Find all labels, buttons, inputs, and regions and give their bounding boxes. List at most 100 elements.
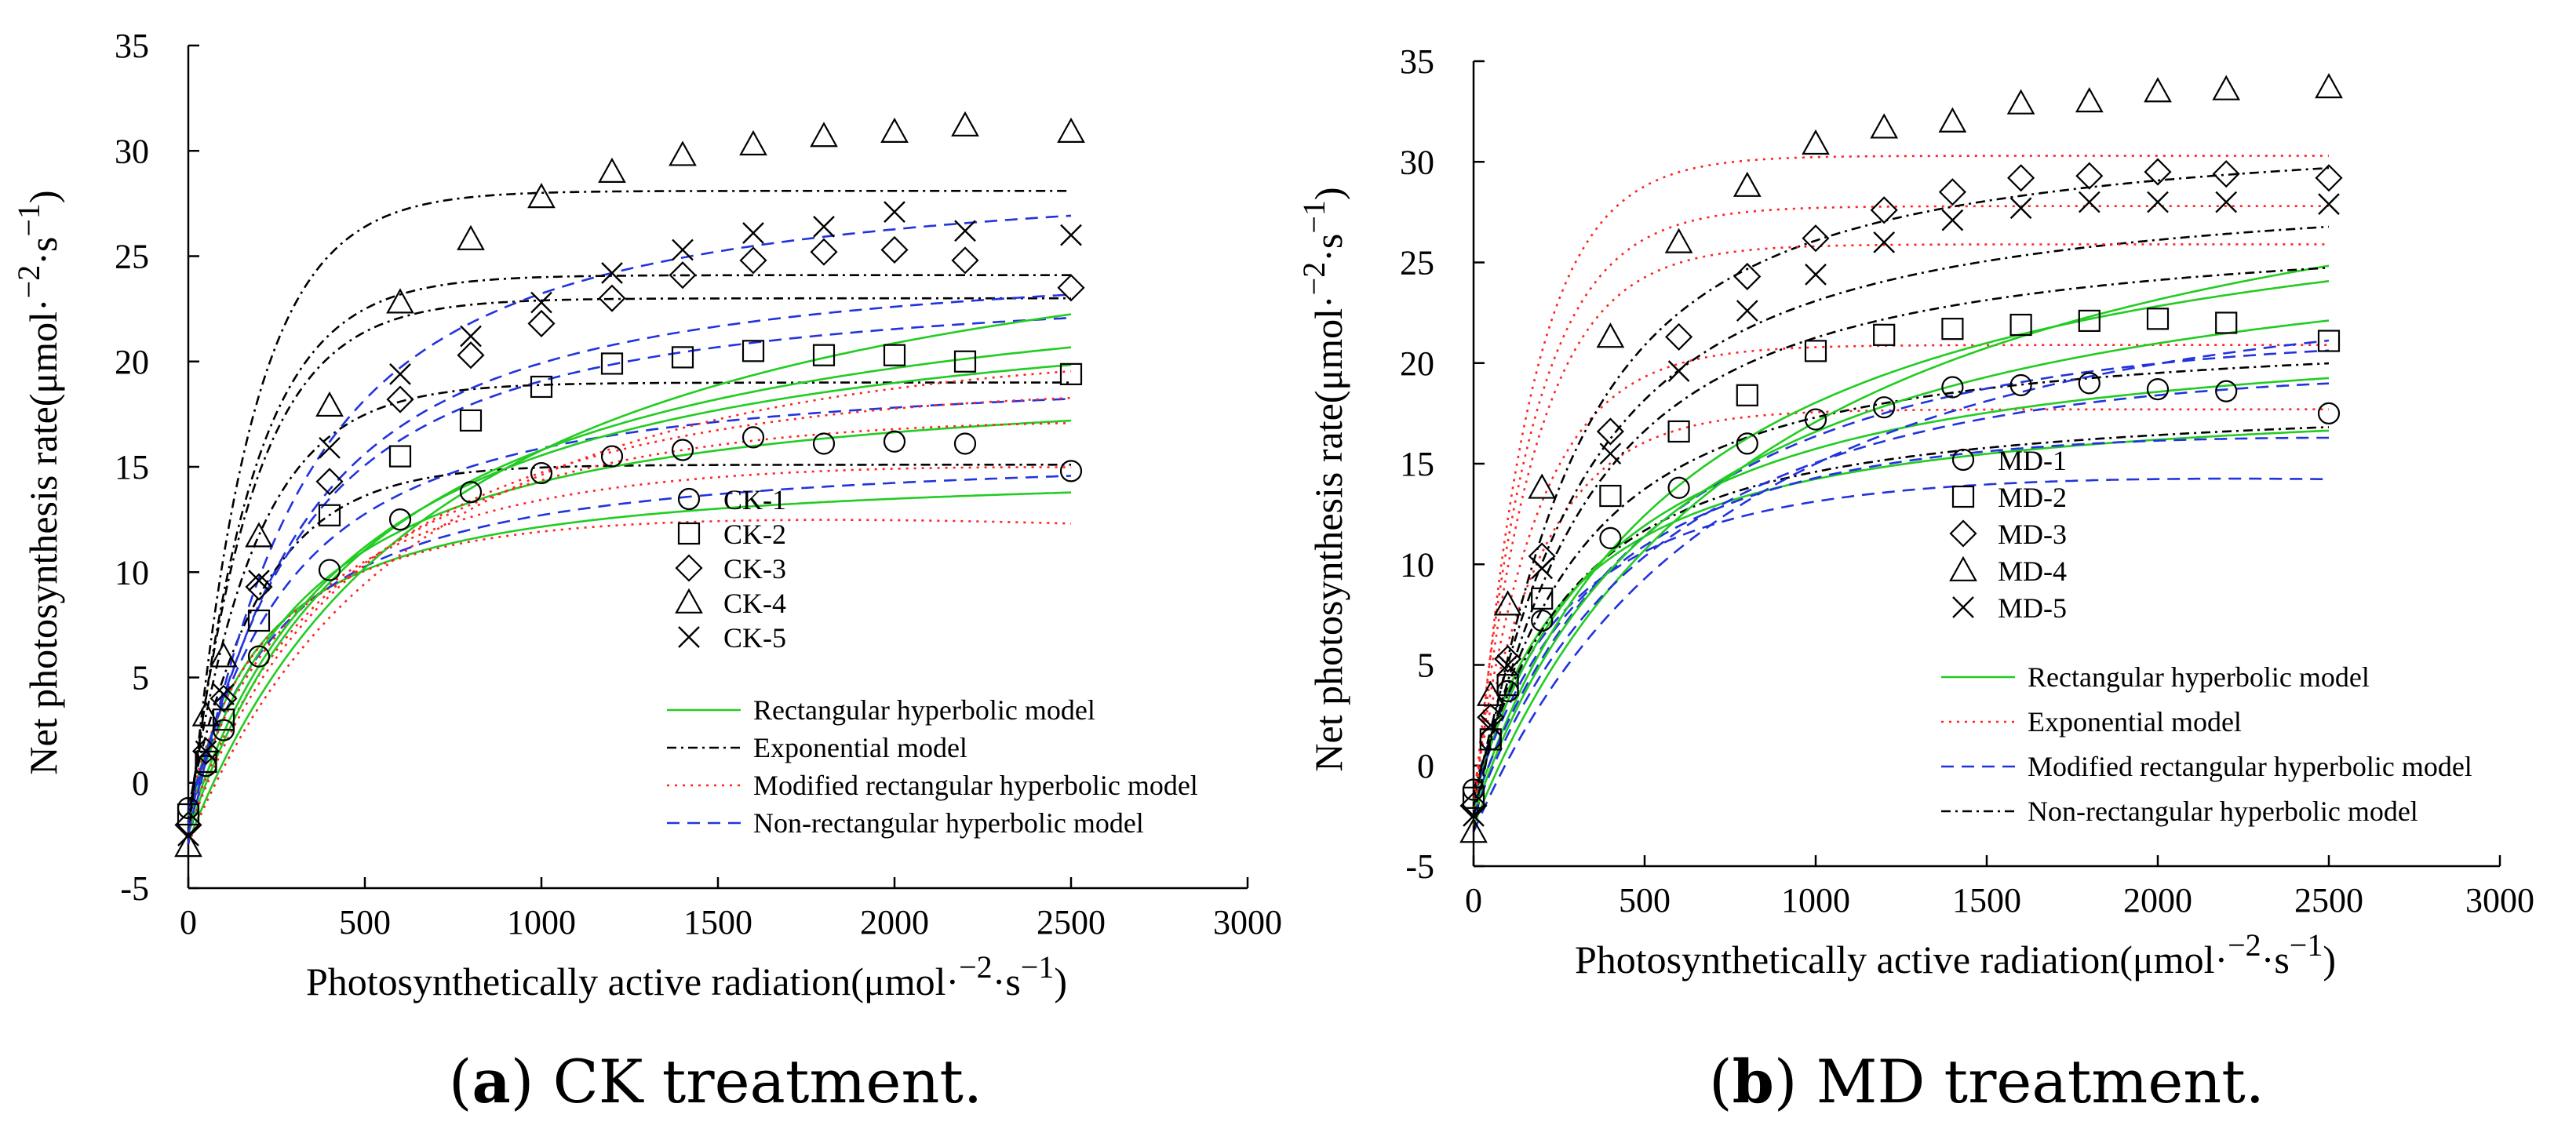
y-axis-title-main: Net photosynthesis rate(μmol· — [1306, 295, 1350, 771]
data-point-ck-4 — [245, 522, 273, 548]
x-tick-label: 1000 — [507, 903, 576, 941]
data-point-md-3 — [2315, 164, 2343, 192]
model-curve-mod-ck-3 — [187, 421, 1072, 825]
x-axis-title-end: ) — [2323, 938, 2336, 982]
caption-open-paren: ( — [449, 1047, 472, 1116]
y-axis-title-exp2: −1 — [1296, 200, 1332, 234]
data-point-md-1 — [2317, 402, 2341, 424]
data-point-ck-5 — [319, 436, 341, 459]
model-curve-mod-ck-2 — [187, 466, 1071, 815]
caption-close-paren: ) — [511, 1047, 553, 1116]
x-tick-label: 3000 — [1213, 903, 1282, 941]
data-point-ck-2 — [247, 609, 271, 632]
caption-label: b — [1733, 1047, 1774, 1116]
legend-marker-md-1 — [1951, 448, 1975, 472]
model-curve-nonrect-ck-4 — [187, 214, 1072, 844]
x-tick-label: 0 — [180, 903, 197, 941]
x-tick-label: 2500 — [1037, 903, 1106, 941]
legend-label-ck-2: CK-2 — [723, 519, 786, 550]
y-tick-label: 15 — [115, 448, 149, 486]
y-tick-label: 0 — [132, 764, 149, 803]
data-point-ck-2 — [671, 346, 694, 369]
legend-label-rect: Rectangular hyperbolic model — [753, 694, 1095, 726]
data-point-ck-5 — [813, 216, 835, 238]
data-point-ck-3 — [598, 284, 626, 312]
y-tick-label: 30 — [115, 132, 149, 170]
x-tick-label: 1500 — [1952, 881, 2021, 920]
data-point-ck-2 — [177, 803, 200, 826]
data-point-md-5 — [1941, 209, 1964, 231]
y-tick-label: 5 — [132, 659, 149, 697]
data-point-ck-4 — [951, 111, 979, 137]
data-point-ck-1 — [883, 430, 906, 453]
legend-label-ck-5: CK-5 — [723, 622, 786, 654]
y-axis-title-exp2: −1 — [11, 203, 46, 237]
data-point-ck-1 — [530, 461, 553, 485]
legend-label-md-3: MD-3 — [1998, 519, 2067, 550]
x-axis-title: Photosynthetically active radiation(μmol… — [306, 949, 1067, 1003]
y-tick-label: 25 — [1400, 244, 1434, 282]
y-tick-label: 35 — [115, 27, 149, 65]
model-curve-exp-ck-5 — [187, 274, 1071, 834]
model-curve-nonrect-md-3 — [1472, 225, 2330, 807]
y-axis-title-mid: ·s — [1306, 234, 1350, 262]
legend-label-ck-1: CK-1 — [723, 484, 786, 515]
data-point-md-1 — [1736, 432, 1758, 455]
legend-marker-ck-4 — [675, 588, 703, 614]
legend-label-ck-4: CK-4 — [723, 588, 786, 619]
x-tick-label: 0 — [1465, 881, 1482, 920]
data-point-md-2 — [1599, 484, 1622, 508]
model-curve-rect-md-5 — [1472, 319, 2330, 817]
model-curve-exp-ck-4 — [187, 190, 1071, 844]
data-point-md-2 — [2009, 313, 2032, 337]
data-point-md-2 — [1531, 587, 1554, 610]
data-point-ck-4 — [174, 832, 202, 858]
data-point-md-3 — [2007, 164, 2035, 192]
model-curve-mod-md-1 — [1472, 477, 2329, 792]
y-axis-title: Net photosynthesis rate(μmol·−2·s−1) — [1296, 187, 1350, 771]
data-point-md-2 — [1941, 318, 1964, 341]
data-point-md-5 — [1599, 442, 1622, 465]
model-curve-nonrect-md-2 — [1472, 362, 2330, 799]
y-axis-title: Net photosynthesis rate(μmol·−2·s−1) — [11, 190, 65, 774]
data-point-md-3 — [1665, 322, 1693, 351]
legend-label-mod: Modified rectangular hyperbolic model — [2028, 751, 2472, 782]
model-curve-mod-ck-4 — [187, 370, 1072, 845]
x-tick-label: 2500 — [2294, 881, 2363, 920]
data-point-md-2 — [1804, 340, 1827, 362]
y-axis-title-exp: −2 — [11, 265, 46, 299]
data-point-ck-2 — [600, 352, 624, 375]
data-point-ck-1 — [247, 645, 271, 668]
data-point-md-4 — [1733, 171, 1762, 197]
data-point-ck-2 — [318, 504, 341, 526]
data-point-md-2 — [1736, 384, 1758, 406]
legend-marker-ck-5 — [678, 626, 700, 648]
data-point-ck-1 — [600, 445, 624, 468]
data-point-md-3 — [1938, 178, 1966, 206]
data-point-ck-4 — [598, 157, 626, 183]
data-point-md-3 — [1477, 703, 1505, 731]
data-point-ck-1 — [953, 432, 977, 455]
data-point-md-2 — [2146, 308, 2170, 330]
model-curve-mod-md-4 — [1472, 339, 2330, 832]
data-point-ck-1 — [318, 559, 341, 581]
model-curve-mod-md-2 — [1472, 436, 2330, 799]
data-point-md-1 — [2146, 377, 2170, 401]
model-curve-mod-ck-1 — [187, 519, 1072, 809]
x-axis-title-mid: ·s — [993, 960, 1021, 1003]
data-point-md-4 — [1938, 107, 1967, 133]
y-tick-label: 20 — [115, 343, 149, 381]
data-point-md-4 — [1493, 590, 1522, 616]
data-point-md-3 — [1596, 417, 1624, 446]
y-tick-label: 20 — [1400, 344, 1434, 383]
data-point-ck-3 — [527, 309, 556, 337]
data-point-md-3 — [2144, 158, 2172, 186]
y-axis-title-mid: ·s — [21, 237, 65, 265]
data-point-md-4 — [2315, 73, 2343, 99]
data-point-ck-4 — [386, 288, 414, 314]
legend-marker-md-5 — [1952, 596, 1974, 618]
data-point-md-2 — [2078, 309, 2101, 332]
data-point-ck-1 — [388, 508, 412, 531]
data-point-ck-2 — [883, 344, 906, 366]
data-point-md-4 — [1870, 113, 1899, 139]
